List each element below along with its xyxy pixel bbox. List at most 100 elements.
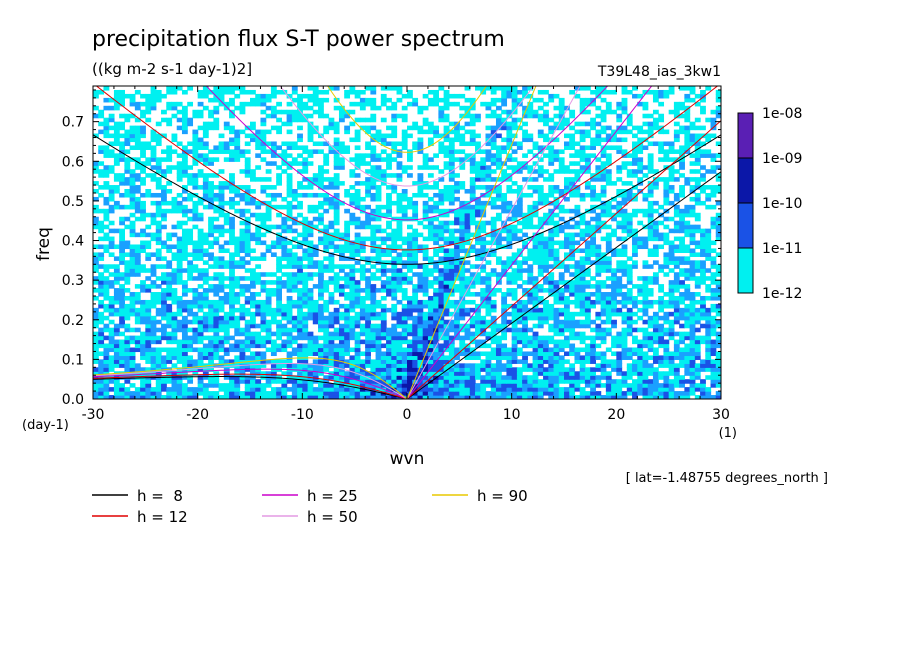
heatmap-cell (673, 343, 680, 349)
heatmap-cell (632, 383, 638, 388)
heatmap-cell (349, 295, 356, 301)
heatmap-cell (401, 260, 408, 265)
heatmap-cell (673, 272, 680, 277)
heatmap-cell (689, 359, 696, 364)
heatmap-cell (354, 200, 361, 206)
heatmap-cell (480, 339, 487, 345)
heatmap-cell (684, 351, 691, 357)
heatmap-cell (642, 295, 649, 301)
heatmap-cell (684, 204, 691, 210)
heatmap-cell (710, 192, 717, 198)
heatmap-cell (417, 185, 424, 190)
heatmap-cell (548, 272, 555, 277)
heatmap-cell (506, 208, 513, 214)
heatmap-cell (569, 248, 576, 253)
heatmap-cell (307, 204, 314, 210)
heatmap-cell (454, 307, 460, 313)
heatmap-cell (438, 307, 445, 313)
heatmap-cell (407, 280, 413, 285)
heatmap-cell (658, 288, 665, 293)
heatmap-cell (302, 220, 309, 226)
heatmap-cell (558, 244, 565, 250)
heatmap-cell (553, 375, 560, 380)
heatmap-cell (286, 228, 293, 234)
heatmap-cell (213, 216, 220, 222)
heatmap-cell (312, 192, 319, 198)
heatmap-cell (621, 319, 628, 325)
heatmap-cell (548, 371, 555, 376)
heatmap-cell (187, 216, 194, 222)
heatmap-cell (637, 288, 644, 293)
heatmap-cell (590, 252, 596, 257)
heatmap-cell (218, 347, 225, 353)
heatmap-cell (333, 387, 340, 392)
heatmap-cell (93, 347, 99, 353)
heatmap-cell (485, 276, 492, 281)
heatmap-cell (281, 331, 288, 337)
heatmap-cell (140, 177, 146, 182)
heatmap-cell (134, 189, 141, 194)
heatmap-cell (553, 228, 560, 234)
heatmap-cell (637, 208, 644, 214)
heatmap-cell (501, 383, 508, 388)
heatmap-cell (365, 303, 371, 309)
heatmap-cell (459, 288, 466, 293)
heatmap-cell (464, 228, 471, 234)
heatmap-cell (511, 252, 518, 257)
heatmap-cell (150, 351, 157, 357)
heatmap-cell (705, 355, 712, 360)
heatmap-cell (297, 323, 303, 329)
heatmap-cell (569, 292, 576, 297)
heatmap-cell (208, 383, 214, 388)
heatmap-cell (386, 343, 392, 349)
heatmap-cell (187, 327, 194, 333)
heatmap-cell (354, 216, 361, 222)
heatmap-cell (443, 264, 450, 269)
heatmap-cell (616, 331, 623, 337)
heatmap-cell (281, 359, 288, 364)
heatmap-cell (689, 252, 696, 257)
heatmap-cell (464, 387, 471, 392)
heatmap-cell (349, 284, 356, 289)
heatmap-cell (281, 248, 288, 253)
heatmap-cell (417, 395, 424, 399)
heatmap-cell (658, 268, 665, 273)
heatmap-cell (208, 375, 214, 380)
heatmap-cell (407, 367, 413, 372)
heatmap-cell (537, 288, 544, 293)
heatmap-cell (323, 343, 330, 349)
heatmap-cell (427, 319, 434, 325)
heatmap-cell (679, 299, 685, 305)
heatmap-cell (98, 272, 105, 277)
heatmap-cell (632, 252, 638, 257)
heatmap-cell (229, 319, 235, 325)
heatmap-cell (401, 280, 408, 285)
heatmap-cell (171, 339, 178, 345)
heatmap-cell (621, 196, 628, 202)
heatmap-cell (422, 192, 429, 198)
heatmap-cell (244, 185, 251, 190)
heatmap-cell (375, 367, 382, 372)
heatmap-cell (454, 173, 460, 178)
heatmap-cell (569, 192, 576, 198)
heatmap-cell (626, 331, 633, 337)
heatmap-cell (250, 236, 256, 242)
heatmap-cell (663, 363, 670, 368)
heatmap-cell (365, 181, 371, 186)
heatmap-cell (616, 248, 623, 253)
heatmap-cell (637, 240, 644, 246)
heatmap-cell (202, 395, 209, 399)
heatmap-cell (375, 383, 382, 388)
heatmap-cell (197, 363, 204, 368)
heatmap-cell (663, 391, 670, 396)
heatmap-cell (700, 307, 706, 313)
heatmap-cell (386, 208, 392, 214)
heatmap-cell (171, 268, 178, 273)
heatmap-cell (569, 224, 576, 230)
heatmap-cell (663, 351, 670, 357)
heatmap-cell (302, 295, 309, 301)
heatmap-cell (600, 256, 607, 261)
heatmap-cell (705, 311, 712, 317)
heatmap-cell (652, 335, 659, 341)
heatmap-cell (422, 212, 429, 218)
